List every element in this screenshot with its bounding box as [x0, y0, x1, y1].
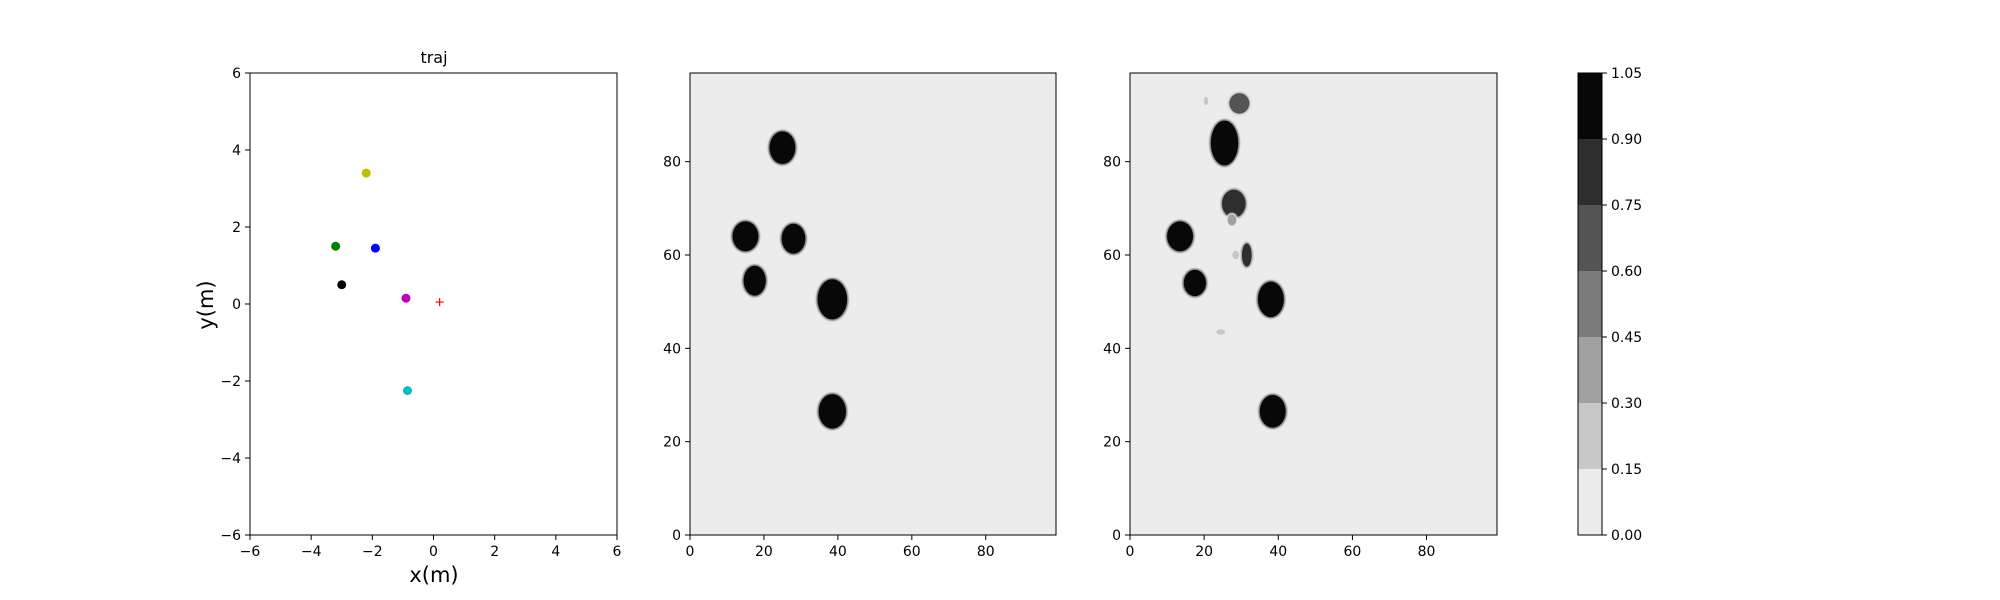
trajectory-axes: traj −6 −4 −2 0 2 4 6 −6 −4 −2 0 2 4 6 x(m) y(m) [194, 48, 622, 587]
obstacle-blob [1165, 219, 1195, 253]
colorbar-band [1578, 139, 1602, 205]
predicted-map-obstacles [1165, 91, 1288, 430]
predicted-map-frame [1129, 72, 1498, 536]
y-tick-label: 0 [672, 528, 681, 544]
obstacle-blob [1220, 188, 1248, 220]
colorbar-tick-label: 1.05 [1611, 66, 1642, 82]
occupancy-map-y-ticks: 0 20 40 60 80 [663, 155, 690, 544]
y-tick-label: −6 [220, 528, 241, 544]
obstacle-blob [1214, 327, 1227, 337]
colorbar-band [1578, 403, 1602, 469]
obstacle-blob [767, 129, 797, 166]
goal-marker [435, 298, 444, 307]
x-tick-label: −6 [240, 544, 261, 560]
agent-point [401, 293, 411, 303]
x-tick-label: 0 [686, 544, 695, 560]
colorbar: 0.00 0.15 0.30 0.45 0.60 0.75 0.90 1.05 [1577, 66, 1642, 544]
predicted-map-axes: 0 20 40 60 80 0 20 40 60 80 [1103, 72, 1498, 560]
y-tick-label: 80 [663, 155, 681, 171]
trajectory-title: traj [420, 48, 447, 67]
y-tick-label: 40 [663, 341, 681, 357]
y-tick-label: 0 [232, 297, 241, 313]
obstacle-blob [816, 277, 849, 321]
agent-point [361, 168, 371, 178]
obstacle-blob [1227, 91, 1251, 116]
y-tick-label: 20 [663, 435, 681, 451]
colorbar-tick-label: 0.15 [1611, 462, 1642, 478]
obstacle-blob [731, 219, 760, 253]
agent-point [370, 243, 380, 253]
obstacle-blob [1202, 95, 1210, 107]
predicted-map-x-ticks: 0 20 40 60 80 [1126, 535, 1436, 560]
occupancy-map-axes: 0 20 40 60 80 0 20 40 60 80 [663, 72, 1057, 560]
obstacle-blob [1225, 212, 1238, 228]
colorbar-band [1578, 469, 1602, 535]
trajectory-x-ticks: −6 −4 −2 0 2 4 6 [240, 535, 622, 560]
y-tick-label: 4 [232, 143, 241, 159]
y-tick-label: 6 [232, 66, 241, 82]
trajectory-y-ticks: −6 −4 −2 0 2 4 6 [220, 66, 250, 544]
colorbar-tick-label: 0.90 [1611, 132, 1642, 148]
obstacle-blob [817, 392, 848, 431]
colorbar-band [1578, 73, 1602, 139]
x-axis-title: x(m) [409, 563, 458, 587]
obstacle-blob [1182, 268, 1208, 298]
x-tick-label: 60 [1344, 544, 1362, 560]
colorbar-tick-label: 0.30 [1611, 396, 1642, 412]
x-tick-label: 20 [755, 544, 773, 560]
x-tick-label: −2 [362, 544, 383, 560]
y-tick-label: −2 [220, 374, 241, 390]
predicted-map-y-ticks: 0 20 40 60 80 [1103, 155, 1130, 544]
x-tick-label: 0 [429, 544, 438, 560]
x-tick-label: −4 [301, 544, 322, 560]
x-tick-label: 80 [1418, 544, 1436, 560]
occupancy-map-plot-area [689, 72, 1057, 536]
x-tick-label: 40 [829, 544, 847, 560]
x-tick-label: 2 [490, 544, 499, 560]
y-axis-title: y(m) [194, 280, 218, 329]
colorbar-tick-label: 0.45 [1611, 330, 1642, 346]
colorbar-tick-label: 0.75 [1611, 198, 1642, 214]
obstacle-blob [1256, 280, 1286, 319]
x-tick-label: 20 [1195, 544, 1213, 560]
trajectory-points [331, 168, 444, 396]
colorbar-tick-label: 0.00 [1611, 528, 1642, 544]
obstacle-blob [1240, 241, 1254, 269]
y-tick-label: 40 [1103, 341, 1121, 357]
y-tick-label: 0 [1112, 528, 1121, 544]
y-tick-label: 60 [663, 248, 681, 264]
obstacle-blob [1258, 393, 1288, 430]
occupancy-map-x-ticks: 0 20 40 60 80 [686, 535, 995, 560]
colorbar-band [1578, 337, 1602, 403]
colorbar-frame [1577, 72, 1603, 536]
y-tick-label: 60 [1103, 248, 1121, 264]
colorbar-band [1578, 205, 1602, 271]
occupancy-map-frame [689, 72, 1057, 536]
colorbar-band [1578, 271, 1602, 337]
colorbar-tick-label: 0.60 [1611, 264, 1642, 280]
predicted-map-plot-area [1129, 72, 1498, 536]
colorbar-ticks: 0.00 0.15 0.30 0.45 0.60 0.75 0.90 1.05 [1602, 66, 1642, 544]
x-tick-label: 80 [977, 544, 995, 560]
agent-point [331, 241, 341, 251]
x-tick-label: 0 [1126, 544, 1135, 560]
agent-point [337, 280, 347, 290]
obstacle-blob [780, 222, 807, 256]
occupancy-map-obstacles [731, 129, 849, 431]
y-tick-label: 80 [1103, 155, 1121, 171]
x-tick-label: 40 [1269, 544, 1287, 560]
x-tick-label: 6 [613, 544, 622, 560]
trajectory-plot-area [249, 72, 618, 536]
x-tick-label: 60 [903, 544, 921, 560]
agent-point [403, 386, 413, 396]
obstacle-blob [1230, 249, 1241, 261]
y-tick-label: 20 [1103, 435, 1121, 451]
obstacle-blob [742, 264, 768, 298]
y-tick-label: −4 [220, 451, 241, 467]
x-tick-label: 4 [551, 544, 560, 560]
obstacle-blob [1209, 119, 1240, 167]
colorbar-bands [1578, 73, 1602, 535]
y-tick-label: 2 [232, 220, 241, 236]
